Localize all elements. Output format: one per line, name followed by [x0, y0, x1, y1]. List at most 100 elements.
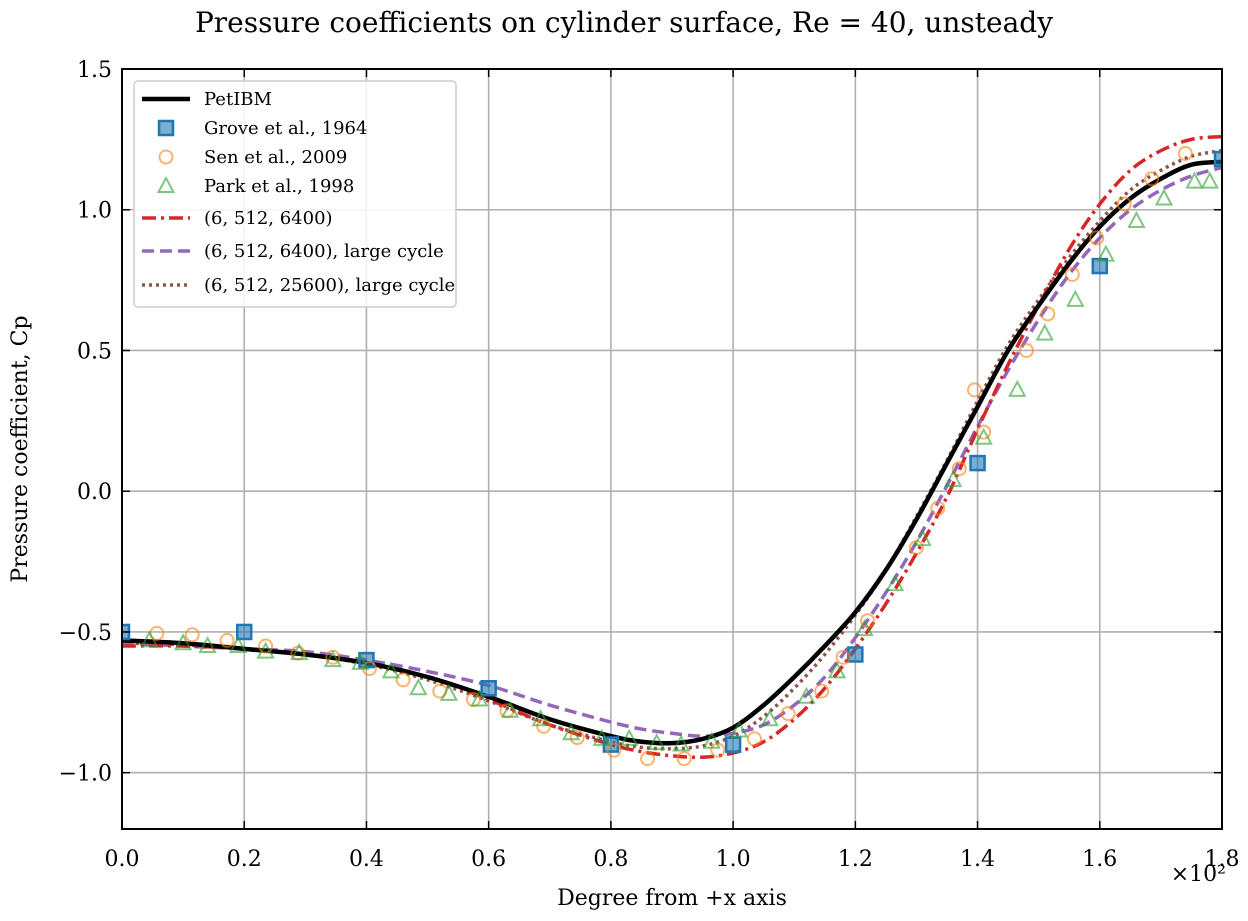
y-tick-label: −0.5 [59, 621, 112, 646]
data-point-circle [395, 672, 411, 688]
data-point-triangle [173, 633, 193, 651]
data-point-triangle [760, 709, 779, 727]
data-point-square [969, 454, 986, 472]
data-point-triangle [797, 686, 816, 704]
x-tick-label: 0.6 [471, 847, 506, 872]
data-point-triangle [827, 661, 847, 679]
legend-label: (6, 512, 6400), large cycle [204, 241, 444, 262]
data-point-square [1213, 150, 1222, 168]
data-point-circle [814, 683, 830, 699]
data-point-triangle [885, 573, 905, 592]
data-point-triangle [470, 689, 489, 707]
data-point-triangle [531, 709, 550, 727]
series-markers [122, 145, 1222, 767]
series-line [122, 165, 1222, 738]
y-axis-ticks: −1.0 −0.5 0.0 0.5 1.0 1.5 [59, 58, 1222, 787]
legend-label: (6, 512, 6400) [204, 208, 333, 229]
data-point-triangle [1154, 188, 1174, 206]
data-point-triangle [620, 728, 639, 746]
data-point-circle [158, 149, 174, 165]
series-line [122, 159, 1222, 746]
plot-frame [121, 68, 1223, 830]
data-point-triangle [855, 619, 874, 637]
data-point-triangle [1200, 171, 1219, 189]
x-tick-label: 1.2 [838, 847, 873, 872]
legend-label: PetIBM [204, 89, 272, 110]
data-point-triangle [1185, 171, 1204, 189]
data-point-triangle [730, 720, 749, 738]
data-point-triangle [228, 635, 248, 654]
data-point-triangle [702, 731, 721, 749]
x-axis-label: Degree from +x axis [557, 886, 787, 911]
data-point-triangle [1008, 379, 1027, 397]
data-point-triangle [1066, 289, 1085, 307]
data-point-triangle [256, 641, 275, 659]
data-point-triangle [561, 723, 581, 741]
data-point-triangle [1035, 323, 1054, 341]
data-point-triangle [439, 683, 459, 701]
data-point-circle [1018, 342, 1034, 358]
data-point-triangle [381, 661, 401, 679]
data-point-circle [1177, 145, 1193, 161]
legend: PetIBM Grove et al., 1964 Sen et al., 2009… [133, 80, 457, 308]
data-point-triangle [351, 652, 370, 670]
data-point-circle [536, 718, 552, 734]
x-tick-label: 1.0 [716, 847, 751, 872]
data-point-circle [747, 731, 762, 747]
x-tick-label: 0.0 [105, 847, 140, 872]
data-point-triangle [671, 734, 691, 752]
data-point-triangle [1096, 244, 1116, 262]
data-point-square [480, 680, 497, 697]
data-point-square [235, 623, 253, 641]
y-tick-label: 0.0 [77, 480, 112, 505]
series-lines [122, 134, 1222, 760]
legend-label: Park et al., 1998 [204, 176, 354, 197]
x-tick-label: 1.6 [1082, 847, 1117, 872]
data-point-circle [1144, 171, 1160, 187]
x-axis-multiplier: ×10² [1171, 862, 1226, 887]
series-line [122, 148, 1222, 751]
data-point-triangle [647, 733, 666, 751]
data-point-triangle [500, 700, 520, 718]
data-point-circle [967, 382, 982, 398]
data-point-triangle [323, 649, 343, 668]
legend-label: Grove et al., 1964 [204, 118, 367, 139]
x-axis-ticks: 0.0 0.2 0.4 0.6 0.8 1.0 1.2 1.4 1.6 1.8 [105, 69, 1240, 872]
grid-lines [121, 68, 1223, 829]
data-point-triangle [974, 427, 993, 445]
y-tick-label: 1.0 [77, 199, 112, 224]
data-point-triangle [409, 678, 428, 696]
legend-box [133, 80, 457, 308]
data-point-circle [1089, 230, 1105, 246]
chart-title: Pressure coefficients on cylinder surfac… [195, 6, 1053, 39]
data-point-triangle [592, 728, 611, 746]
data-point-circle [1116, 196, 1132, 212]
data-point-circle [184, 627, 200, 643]
data-point-triangle [140, 630, 159, 648]
data-point-circle [258, 638, 274, 654]
data-point-circle [780, 706, 796, 722]
data-point-circle [930, 500, 946, 516]
x-tick-label: 0.4 [349, 847, 384, 872]
x-tick-label: 1.4 [960, 847, 995, 872]
y-tick-label: 1.5 [77, 58, 112, 83]
data-point-circle [951, 461, 967, 477]
data-point-square [724, 736, 742, 753]
data-point-triangle [290, 642, 309, 661]
data-point-circle [606, 742, 622, 758]
data-point-circle [569, 730, 585, 746]
y-axis-label: Pressure coefficient, Cp [8, 315, 33, 582]
data-point-circle [835, 649, 851, 665]
legend-label: (6, 512, 25600), large cycle [204, 275, 455, 296]
data-point-square [157, 119, 175, 137]
data-point-circle [640, 751, 656, 767]
data-point-triangle [156, 175, 176, 193]
data-point-circle [976, 424, 992, 440]
x-tick-label: 0.2 [227, 847, 262, 872]
x-tick-label: 0.8 [593, 847, 628, 872]
data-point-square [847, 646, 864, 663]
x-tick-label: 1.8 [1205, 847, 1240, 872]
data-point-circle [1040, 306, 1056, 322]
data-point-circle [676, 751, 692, 767]
data-point-triangle [943, 469, 963, 487]
